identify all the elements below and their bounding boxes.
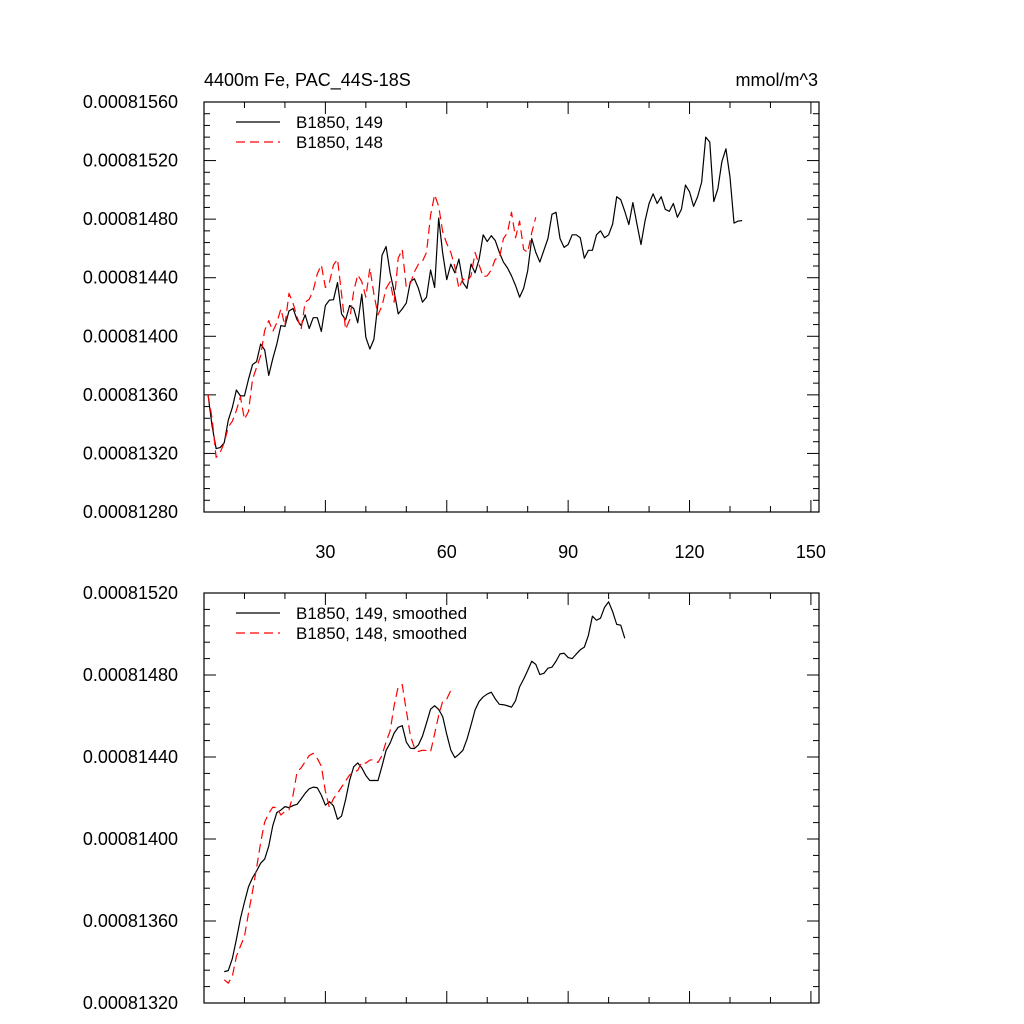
bottom-ytick-label: 0.00081480 [83, 665, 178, 685]
bottom-ytick-label: 0.00081400 [83, 829, 178, 849]
top-ytick-label: 0.00081520 [83, 151, 178, 171]
top-chart-units: mmol/m^3 [736, 70, 818, 90]
top-xtick-label: 90 [558, 542, 578, 562]
top-ytick-label: 0.00081400 [83, 326, 178, 346]
bottom-ytick-label: 0.00081320 [83, 993, 178, 1013]
bottom-series-line-2 [223, 684, 455, 984]
top-tick-marks [204, 101, 819, 513]
bottom-ytick-label: 0.00081360 [83, 911, 178, 931]
bottom-ytick-label: 0.00081520 [83, 583, 178, 603]
top-xtick-label: 150 [796, 542, 826, 562]
top-legend-label-1: B1850, 149 [296, 113, 383, 132]
top-xtick-label: 120 [675, 542, 705, 562]
bottom-series-line-1 [224, 601, 626, 973]
top-xtick-label: 30 [315, 542, 335, 562]
bottom-legend-label-1: B1850, 149, smoothed [296, 604, 467, 623]
top-ytick-label: 0.00081440 [83, 268, 178, 288]
bottom-legend-label-2: B1850, 148, smoothed [296, 624, 467, 643]
bottom-ytick-label: 0.00081440 [83, 747, 178, 767]
top-ytick-label: 0.00081360 [83, 385, 178, 405]
top-series-line-1 [207, 136, 743, 450]
top-ytick-label: 0.00081280 [83, 502, 178, 522]
top-ytick-label: 0.00081560 [83, 92, 178, 112]
bottom-panel: 0.00081320 0.00081360 0.00081400 0.00081440… [83, 583, 820, 1013]
top-xtick-label: 60 [437, 542, 457, 562]
top-ytick-label: 0.00081320 [83, 443, 178, 463]
top-series-line-2 [207, 194, 537, 458]
top-panel: 30 60 90 120 150 0.00081280 0.00081320 0.000813… [83, 92, 826, 562]
top-legend-label-2: B1850, 148 [296, 133, 383, 152]
top-chart-title: 4400m Fe, PAC_44S-18S [204, 70, 411, 91]
bottom-tick-marks [204, 592, 819, 1004]
top-ytick-label: 0.00081480 [83, 209, 178, 229]
top-plot-frame [203, 101, 820, 513]
bottom-plot-frame [203, 592, 820, 1004]
